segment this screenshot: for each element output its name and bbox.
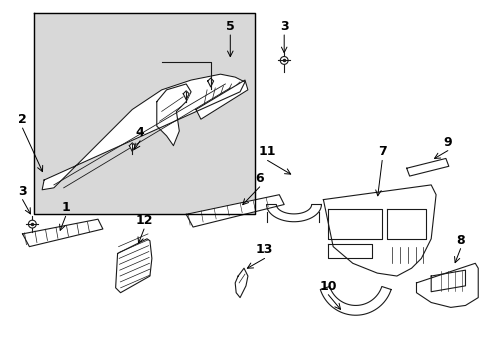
Text: 3: 3 — [18, 185, 27, 198]
Text: 9: 9 — [443, 136, 451, 149]
Text: 6: 6 — [255, 172, 264, 185]
Polygon shape — [235, 268, 247, 298]
Polygon shape — [22, 219, 102, 247]
Polygon shape — [406, 158, 448, 176]
Circle shape — [280, 57, 287, 64]
Text: 3: 3 — [279, 20, 288, 33]
Polygon shape — [430, 270, 465, 292]
Text: 7: 7 — [377, 145, 386, 158]
Polygon shape — [183, 91, 189, 100]
Text: 13: 13 — [255, 243, 273, 256]
Text: 1: 1 — [61, 201, 70, 214]
Text: 5: 5 — [225, 20, 234, 33]
Text: 8: 8 — [455, 234, 464, 247]
Text: 2: 2 — [18, 113, 27, 126]
Text: 4: 4 — [136, 126, 144, 139]
Text: 10: 10 — [319, 280, 336, 293]
Polygon shape — [186, 195, 284, 227]
Polygon shape — [207, 78, 213, 87]
Polygon shape — [34, 13, 254, 214]
Text: 12: 12 — [135, 214, 152, 227]
Polygon shape — [327, 210, 382, 239]
Polygon shape — [129, 143, 135, 152]
Polygon shape — [416, 263, 477, 307]
Polygon shape — [115, 239, 152, 293]
Polygon shape — [386, 210, 426, 239]
Polygon shape — [196, 80, 247, 119]
Polygon shape — [323, 185, 435, 276]
Polygon shape — [266, 204, 321, 222]
Circle shape — [28, 220, 36, 228]
Polygon shape — [327, 244, 372, 258]
Polygon shape — [42, 74, 244, 190]
Text: 11: 11 — [258, 145, 276, 158]
Polygon shape — [157, 84, 191, 146]
Polygon shape — [320, 287, 390, 315]
